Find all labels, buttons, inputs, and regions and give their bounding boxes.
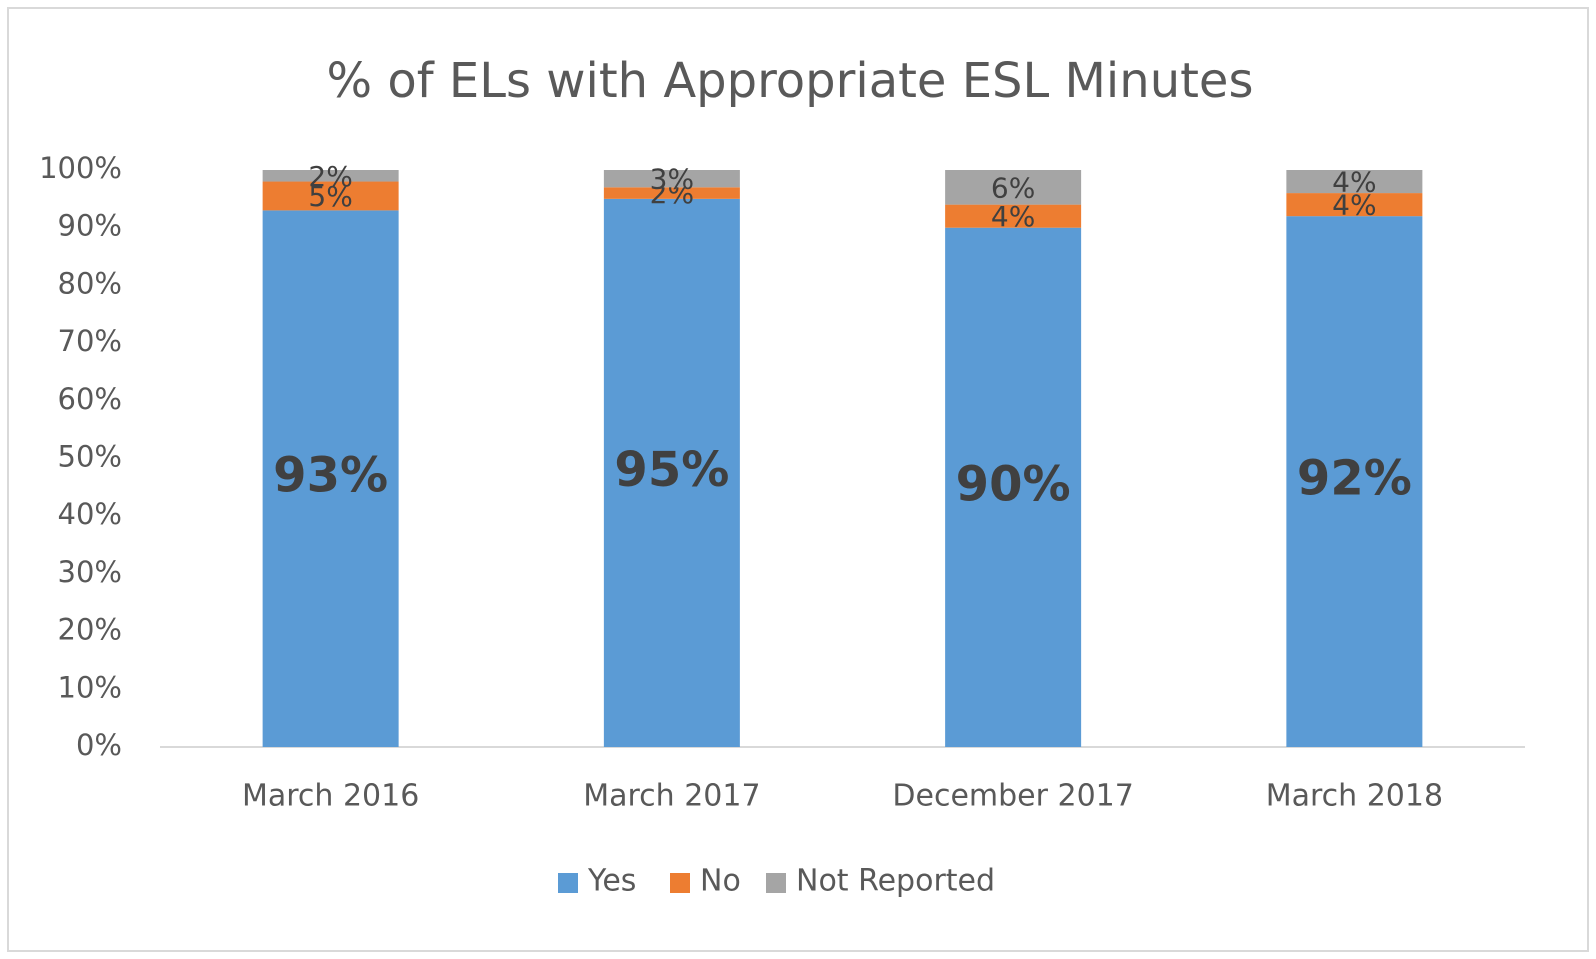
y-tick-label: 70% (58, 324, 122, 358)
data-label: 6% (991, 171, 1035, 204)
y-tick-label: 10% (58, 670, 122, 704)
legend-label: Not Reported (796, 864, 995, 899)
x-tick-label: March 2016 (242, 779, 419, 814)
bar-segment (603, 170, 740, 188)
legend-swatch (670, 873, 690, 893)
legend-swatch (558, 873, 578, 893)
y-tick-label: 60% (58, 382, 122, 416)
data-label: 92% (1297, 451, 1412, 507)
bar-segment (1286, 170, 1423, 194)
bar-segment (603, 187, 740, 199)
y-tick-label: 30% (58, 555, 122, 589)
data-label: 95% (614, 442, 729, 498)
bar-segment (262, 170, 399, 182)
data-label: 5% (308, 180, 352, 213)
data-label: 2% (308, 160, 352, 193)
bar-segment (262, 181, 399, 211)
data-label: 93% (273, 448, 388, 504)
data-label: 4% (1332, 166, 1376, 199)
data-label: 4% (1332, 189, 1376, 222)
bar-segment (603, 198, 740, 748)
bar-segment (262, 210, 399, 747)
y-tick-label: 80% (58, 266, 122, 300)
bar-segment (1286, 216, 1423, 747)
y-tick-label: 100% (39, 151, 122, 185)
data-label: 4% (991, 200, 1035, 233)
x-tick-label: March 2017 (583, 779, 760, 814)
y-tick-label: 20% (58, 613, 122, 647)
data-label: 90% (956, 456, 1071, 512)
legend-swatch (766, 873, 786, 893)
y-tick-label: 50% (58, 440, 122, 474)
bar-segment (945, 170, 1082, 205)
y-tick-label: 40% (58, 497, 122, 531)
x-tick-label: March 2018 (1266, 779, 1443, 814)
bar-segment (1286, 193, 1423, 217)
chart-title: % of ELs with Appropriate ESL Minutes (327, 53, 1254, 109)
y-tick-label: 90% (58, 209, 122, 243)
legend-label: Yes (587, 864, 636, 899)
x-tick-label: December 2017 (892, 779, 1133, 814)
y-tick-label: 0% (76, 728, 122, 762)
bar-segment (945, 227, 1082, 747)
legend-label: No (700, 864, 741, 899)
bar-segment (945, 204, 1082, 228)
data-label: 3% (650, 163, 694, 196)
